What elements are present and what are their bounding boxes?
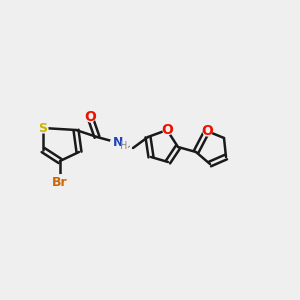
Text: Br: Br: [52, 176, 68, 188]
Text: S: S: [38, 122, 47, 134]
Text: O: O: [161, 123, 173, 137]
Text: H: H: [120, 141, 128, 151]
Text: O: O: [201, 124, 213, 138]
Text: O: O: [84, 110, 96, 124]
Text: N: N: [113, 136, 123, 148]
